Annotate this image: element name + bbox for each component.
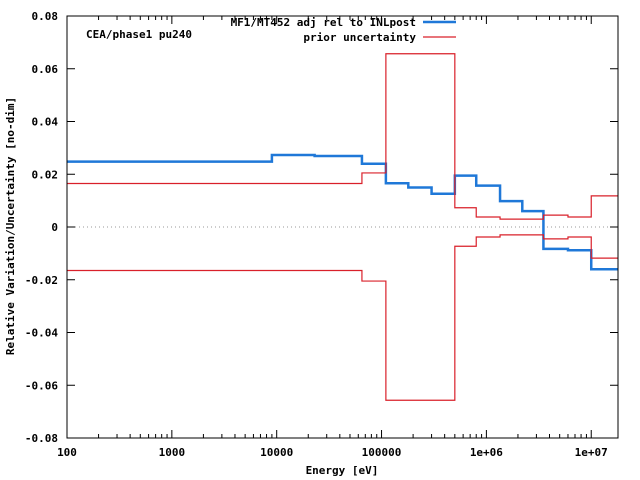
series-line-prior-uncertainty-upper — [67, 53, 618, 220]
chart-annotation: CEA/phase1 pu240 — [86, 28, 192, 41]
x-tick-label: 100 — [57, 446, 77, 459]
y-tick-label: 0.04 — [32, 116, 59, 129]
legend: MF1/MT452 adj rel to INLpost prior uncer… — [231, 16, 456, 44]
x-tick-label: 1e+07 — [575, 446, 608, 459]
legend-label-prior-uncertainty: prior uncertainty — [303, 31, 416, 44]
x-tick-label: 100000 — [362, 446, 402, 459]
y-axis-label: Relative Variation/Uncertainty [no-dim] — [4, 97, 17, 355]
y-tick-label: -0.04 — [25, 327, 58, 340]
y-tick-label: -0.02 — [25, 274, 58, 287]
series-line-prior-uncertainty-lower — [67, 234, 618, 401]
y-tick-label: 0.06 — [32, 63, 59, 76]
y-tick-label: 0 — [51, 221, 58, 234]
x-tick-label: 1000 — [159, 446, 186, 459]
x-tick-label: 10000 — [260, 446, 293, 459]
y-tick-label: -0.06 — [25, 379, 58, 392]
x-tick-label: 1e+06 — [470, 446, 503, 459]
x-axis-label: Energy [eV] — [306, 464, 379, 477]
series-layer — [67, 53, 618, 401]
legend-label-adjustment: MF1/MT452 adj rel to INLpost — [231, 16, 416, 29]
y-tick-label: 0.02 — [32, 168, 59, 181]
axes-layer: 0.080.060.040.020-0.02-0.04-0.06-0.08100… — [25, 10, 619, 459]
y-tick-label: 0.08 — [32, 10, 59, 23]
y-tick-label: -0.08 — [25, 432, 58, 445]
